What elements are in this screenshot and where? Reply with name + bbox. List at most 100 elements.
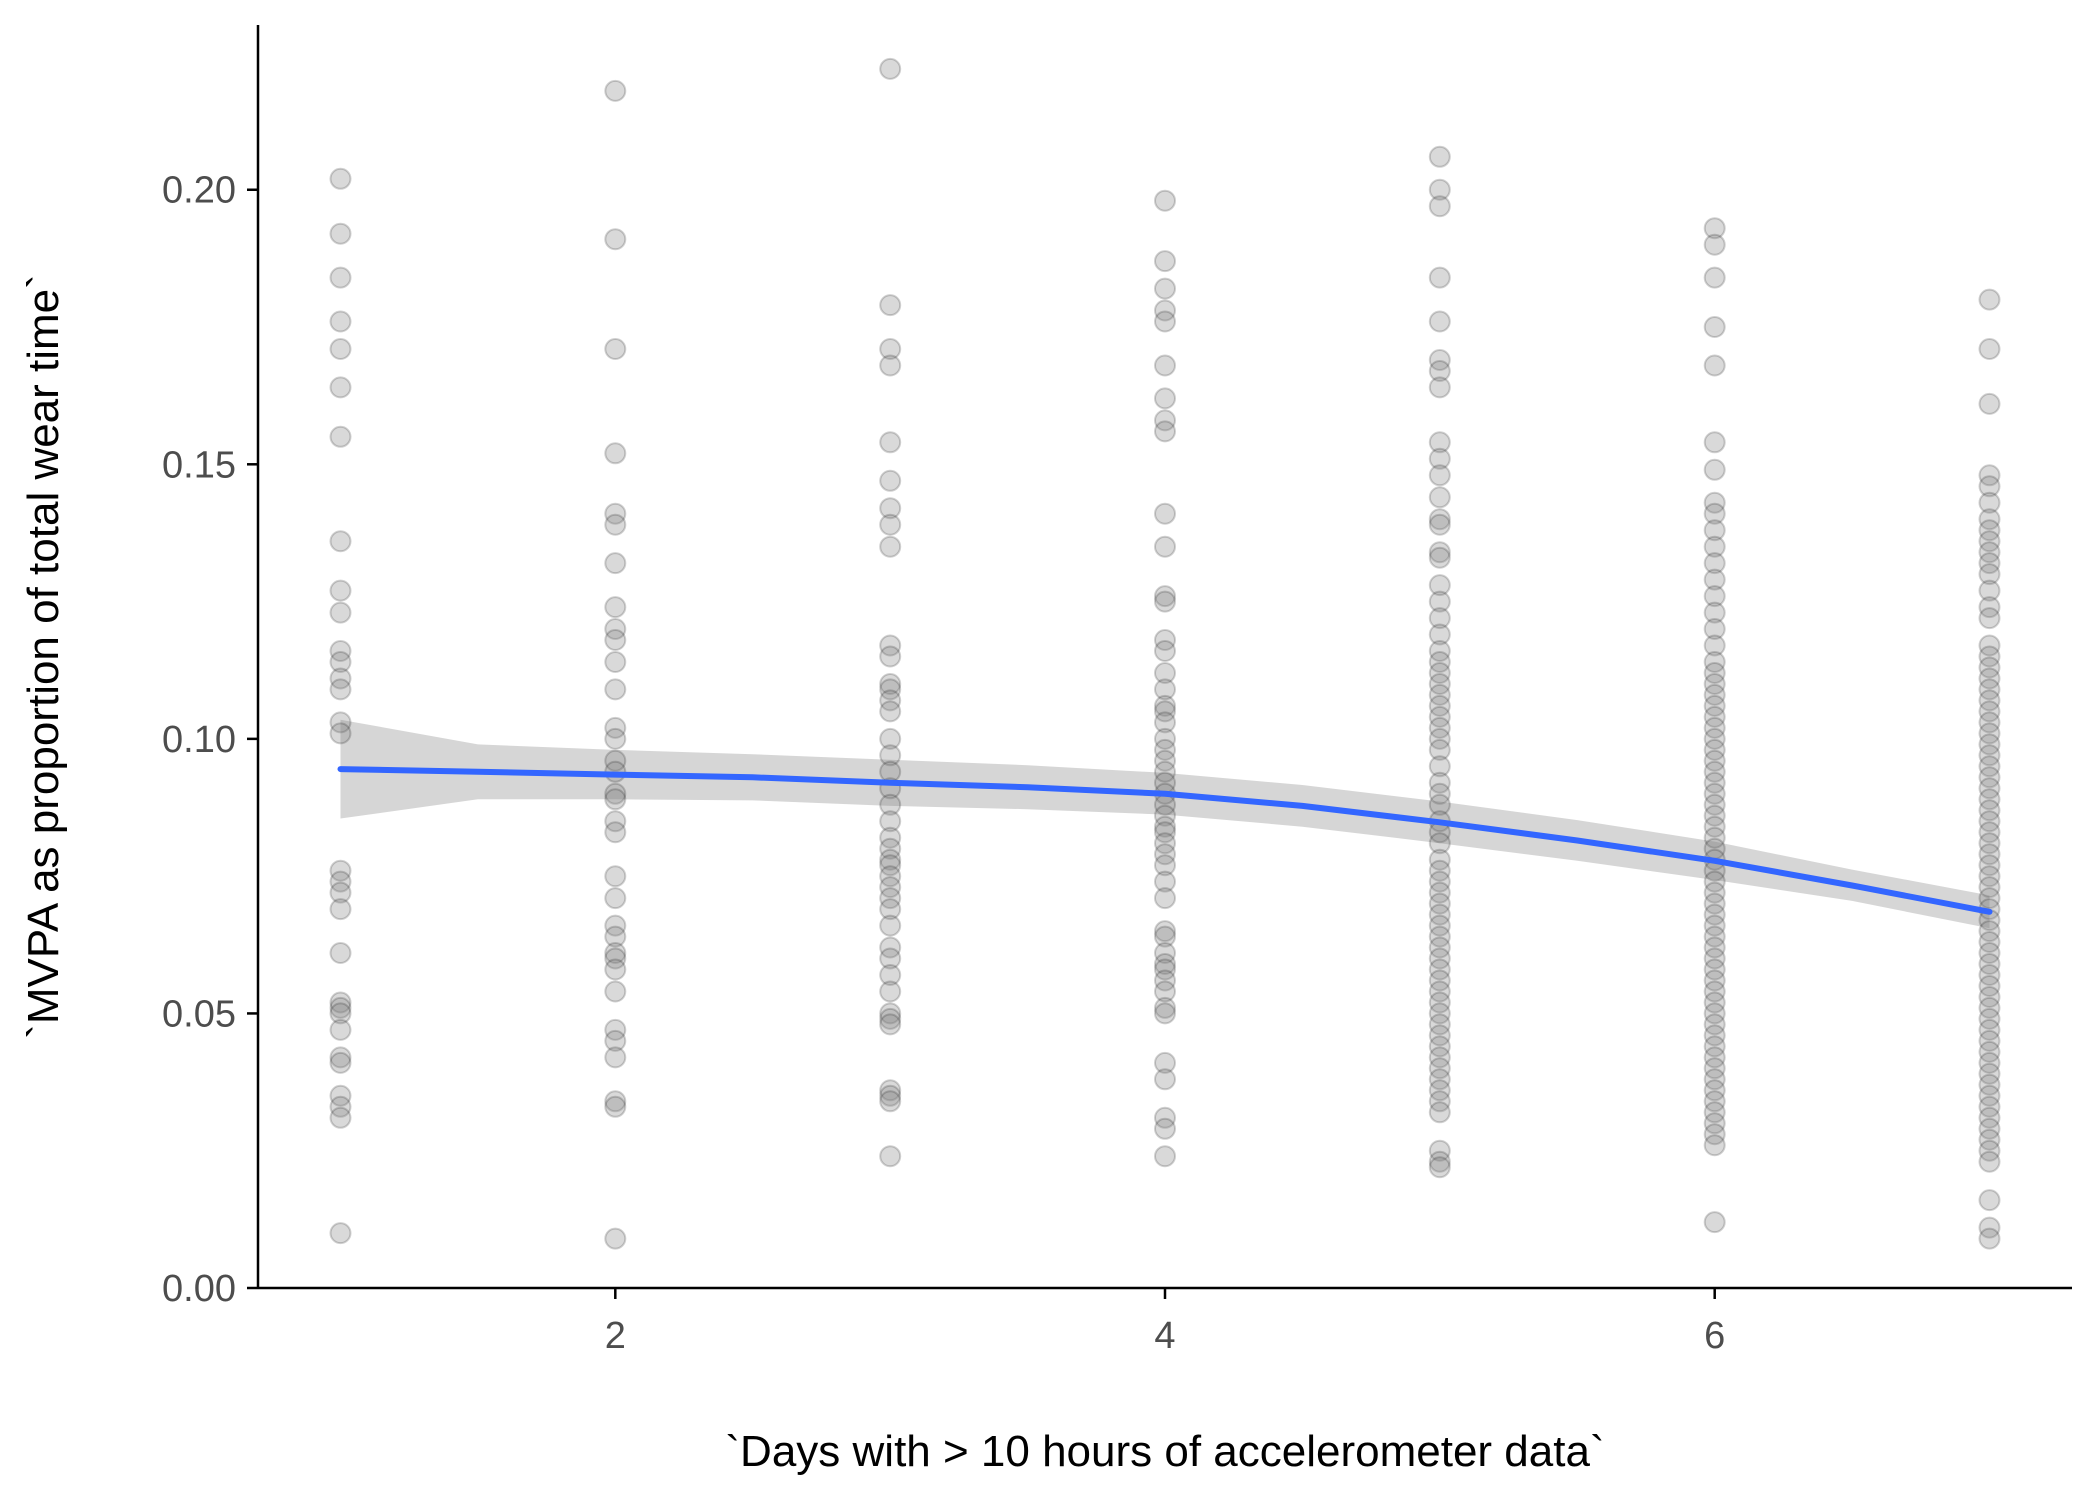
data-point [1428,727,1451,750]
data-point [329,1046,352,1069]
data-point [604,958,627,981]
data-point [1428,1035,1451,1058]
data-point [879,700,902,723]
data-point [879,793,902,816]
data-point [1703,1002,1726,1025]
data-point [879,727,902,750]
data-point [1978,788,2001,811]
data-point [1154,700,1176,723]
data-point [879,1084,902,1107]
data-point [329,651,352,673]
data-point [879,1079,902,1102]
data-point [879,1090,902,1113]
data-point [1428,1024,1451,1047]
data-point [329,711,352,734]
data-point [1978,722,2001,745]
data-point [1703,634,1726,657]
data-point [1703,233,1726,256]
data-point [879,469,902,492]
data-point [1428,683,1451,706]
data-point [604,678,627,701]
data-point [1703,535,1726,558]
data-point [1978,799,2001,822]
data-point [604,228,627,251]
data-point [604,552,627,575]
data-point [1978,1095,2001,1118]
data-point [879,1002,902,1025]
data-point [879,431,902,454]
data-point [1428,1090,1451,1113]
data-point [329,1084,352,1107]
data-point [604,788,627,811]
data-point [1978,475,2001,498]
data-point [1154,1106,1176,1129]
data-point [1428,969,1451,992]
data-point [1978,1073,2001,1096]
data-point [1978,1128,2001,1151]
data-point [1428,771,1451,794]
data-point [1703,568,1726,591]
data-point [1428,859,1451,882]
data-point [1703,217,1726,240]
data-point [1428,662,1451,684]
data-point [1154,958,1176,981]
data-point [1154,953,1176,975]
data-point [1703,892,1726,915]
data-point [1154,354,1176,377]
data-point [1154,870,1176,893]
data-point [1703,1079,1726,1102]
data-point [329,310,352,333]
y-tick-label: 0.00 [162,1268,236,1310]
data-point [1428,755,1451,778]
data-point [879,535,902,558]
data-point [1703,947,1726,970]
data-point [1978,821,2001,844]
data-point [1428,947,1451,970]
data-point [329,1018,352,1041]
x-axis-title: `Days with > 10 hours of accelerometer d… [725,1427,1604,1476]
data-point [604,727,627,750]
data-point [1978,1007,2001,1030]
data-point [1978,854,2001,877]
data-point [604,942,627,964]
data-point [1154,804,1176,827]
data-point [604,716,627,739]
data-point [1978,733,2001,756]
data-point [879,497,902,520]
data-point [604,749,627,772]
data-point [1978,1227,2001,1250]
data-point [1703,1046,1726,1069]
data-point [604,980,627,1003]
data-point [1154,711,1176,734]
data-point [879,634,902,657]
data-point [879,947,902,970]
data-point [1428,546,1451,569]
data-point [329,1002,352,1025]
data-point [1978,464,2001,487]
data-point [1428,694,1451,717]
data-point [329,996,352,1019]
data-point [1703,673,1726,695]
data-point [1978,1189,2001,1212]
data-point [1978,288,2001,311]
data-point [1978,887,2001,910]
data-point [1428,870,1451,893]
y-axis-title: `MVPA as proportion of total wear time` [19,274,68,1039]
data-point [1154,854,1176,877]
data-point [1428,958,1451,981]
data-point [1703,316,1726,338]
data-point [1428,738,1451,761]
data-point [1703,1013,1726,1036]
data-points-layer [329,57,2001,1250]
data-point [329,898,352,921]
data-point [1703,1057,1726,1080]
data-point [1703,903,1726,926]
data-point [1978,744,2001,767]
data-point [1154,1051,1176,1074]
data-point [1154,969,1176,992]
data-point [879,1145,902,1168]
data-point [1978,508,2001,531]
data-point [1978,711,2001,734]
confidence-band-layer [340,719,1990,929]
